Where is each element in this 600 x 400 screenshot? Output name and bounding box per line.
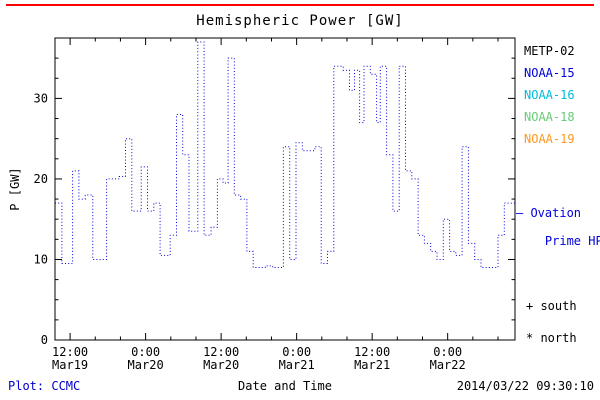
- legend-item-noaa-16: NOAA-16: [524, 88, 575, 102]
- x-axis-label: Date and Time: [238, 379, 332, 393]
- top-red-line: [6, 4, 594, 6]
- legend-south-marker: + south: [526, 299, 577, 313]
- x-tick-time-label: 12:00: [354, 345, 390, 359]
- plot-timestamp: 2014/03/22 09:30:10: [456, 379, 594, 393]
- y-tick-label: 10: [34, 252, 48, 266]
- x-tick-time-label: 12:00: [52, 345, 88, 359]
- y-tick-label: 20: [34, 172, 48, 186]
- x-tick-date-label: Mar19: [52, 358, 88, 372]
- x-tick-time-label: 12:00: [203, 345, 239, 359]
- legend-item-noaa-15: NOAA-15: [524, 66, 575, 80]
- legend-north-marker: * north: [526, 331, 577, 345]
- y-axis-label: P [GW]: [8, 167, 22, 211]
- ovation-label: – Ovation Prime HPI: [516, 206, 600, 248]
- legend-item-noaa-19: NOAA-19: [524, 132, 575, 146]
- x-tick-time-label: 0:00: [282, 345, 311, 359]
- x-tick-time-label: 0:00: [131, 345, 160, 359]
- ovation-label-line1: – Ovation: [516, 206, 582, 220]
- legend-item-metp-02: METP-02: [524, 44, 575, 58]
- x-tick-date-label: Mar21: [354, 358, 390, 372]
- data-line: [55, 41, 515, 268]
- ovation-label-line2: Prime HPI: [544, 234, 600, 248]
- plot-credit: Plot: CCMC: [8, 379, 81, 393]
- x-tick-date-label: Mar20: [128, 358, 164, 372]
- legend-item-noaa-18: NOAA-18: [524, 110, 575, 124]
- x-tick-time-label: 0:00: [433, 345, 462, 359]
- x-tick-date-label: Mar21: [279, 358, 315, 372]
- y-tick-label: 0: [41, 333, 48, 347]
- x-tick-date-label: Mar22: [430, 358, 466, 372]
- y-tick-label: 30: [34, 91, 48, 105]
- x-tick-date-label: Mar20: [203, 358, 239, 372]
- chart-title: Hemispheric Power [GW]: [196, 13, 404, 29]
- plot-frame: [54, 37, 516, 341]
